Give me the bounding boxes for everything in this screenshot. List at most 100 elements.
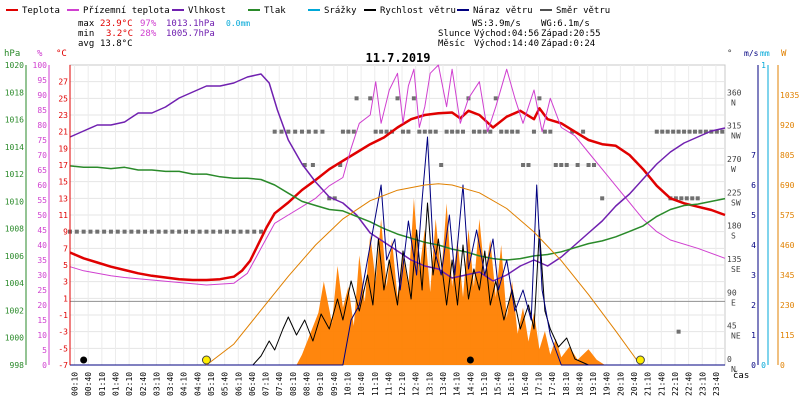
wind-direction-point xyxy=(687,129,692,134)
legend-label: Vlhkost xyxy=(188,6,226,16)
legend-label: Náraz větru xyxy=(473,6,533,16)
x-axis-label: čas xyxy=(733,370,749,381)
wind-direction-point xyxy=(515,129,520,134)
wind-direction-point xyxy=(428,129,433,134)
wind-direction-point xyxy=(477,129,482,134)
dir-tick-compass: E xyxy=(731,298,736,307)
wind-direction-point xyxy=(671,129,676,134)
wind-direction-point xyxy=(695,196,700,201)
stat-max-temp: 23.9°C xyxy=(100,19,133,29)
hum-tick-label: 15 xyxy=(37,316,47,325)
temp-tick-label: 25 xyxy=(58,94,68,103)
hum-tick-label: 60 xyxy=(37,181,47,190)
wind-direction-point xyxy=(471,129,476,134)
x-tick-label: 20:10 xyxy=(616,372,625,396)
x-tick-label: 21:10 xyxy=(644,372,653,396)
press-tick-label: 1010 xyxy=(5,197,24,206)
hum-tick-label: 40 xyxy=(37,241,47,250)
wind-direction-point xyxy=(417,129,422,134)
stat-min-press: 1005.7hPa xyxy=(166,29,215,39)
x-tick-label: 18:10 xyxy=(562,372,571,396)
wind-direction-point xyxy=(313,129,318,134)
hum-tick-label: 100 xyxy=(33,61,48,70)
temp-tick-label: 13 xyxy=(58,194,68,203)
wind-direction-point xyxy=(310,163,315,167)
wind-tick-label: 7 xyxy=(751,151,756,160)
x-tick-label: 19:10 xyxy=(589,372,598,396)
temp-tick-label: 1 xyxy=(63,294,68,303)
wind-direction-point xyxy=(461,129,465,134)
hum-tick-label: 85 xyxy=(37,106,47,115)
dir-tick-label: 315 xyxy=(727,122,742,131)
x-tick-label: 18:40 xyxy=(575,372,584,396)
wind-direction-point xyxy=(510,129,515,134)
dir-tick-compass: W xyxy=(731,165,736,174)
x-tick-label: 00:40 xyxy=(84,372,93,396)
solar-tick-label: 115 xyxy=(780,331,795,340)
wind-direction-point xyxy=(395,96,400,101)
temp-tick-label: 21 xyxy=(58,128,68,137)
wind-direction-point xyxy=(673,196,678,201)
press-tick-label: 1018 xyxy=(5,88,24,97)
series-line xyxy=(69,165,726,261)
wind-tick-label: 3 xyxy=(751,271,756,280)
x-tick-label: 15:40 xyxy=(494,372,503,396)
dir-tick-compass: N xyxy=(731,98,736,107)
legend-label: Přízemní teplota xyxy=(83,6,170,16)
plot-area xyxy=(68,64,726,366)
info-moonset: Západ:0:24 xyxy=(541,39,595,49)
wind-direction-point xyxy=(320,129,325,134)
temp-tick-label: 7 xyxy=(63,244,68,253)
wind-direction-point xyxy=(592,163,596,167)
wind-direction-point xyxy=(379,129,384,134)
wind-direction-point xyxy=(450,129,455,134)
hum-tick-label: 5 xyxy=(42,346,47,355)
wind-direction-point xyxy=(81,229,86,234)
dir-unit: ° xyxy=(727,49,732,59)
dir-tick-label: 90 xyxy=(727,288,737,297)
wind-direction-point xyxy=(488,129,493,134)
dir-tick-label: 0 xyxy=(727,355,732,364)
x-tick-label: 06:10 xyxy=(234,372,243,396)
wind-direction-point xyxy=(720,129,725,134)
x-tick-label: 05:10 xyxy=(207,372,216,396)
dir-tick-label: 135 xyxy=(727,255,742,264)
x-tick-label: 07:40 xyxy=(275,372,284,396)
wind-direction-point xyxy=(692,129,697,134)
x-tick-label: 00:10 xyxy=(71,372,80,396)
wind-direction-point xyxy=(537,96,542,101)
x-tick-label: 16:40 xyxy=(521,372,530,396)
sun-marker xyxy=(201,355,211,365)
dir-tick-compass: S xyxy=(731,232,736,241)
x-tick-label: 10:10 xyxy=(343,372,352,396)
solar-tick-label: 690 xyxy=(780,181,795,190)
x-tick-label: 23:10 xyxy=(698,372,707,396)
wind-direction-point xyxy=(600,196,605,201)
stats-block: max 23.9°C 97% 1013.1hPa 0.0mm min 3.2°C… xyxy=(78,19,250,49)
wind-direction-point xyxy=(482,129,487,134)
wind-tick-label: 5 xyxy=(751,211,756,220)
wind-direction-point xyxy=(548,129,553,134)
wind-direction-point xyxy=(95,229,100,234)
x-tick-label: 01:10 xyxy=(98,372,107,396)
wind-direction-point xyxy=(231,229,236,234)
info-sunrise: Východ:04:56 xyxy=(474,29,539,39)
solar-tick-label: 230 xyxy=(780,301,795,310)
wind-direction-point xyxy=(108,229,113,234)
x-tick-label: 11:10 xyxy=(371,372,380,396)
dir-tick-compass: N xyxy=(731,365,736,374)
wind-tick-label: 0 xyxy=(751,361,756,370)
x-tick-label: 02:10 xyxy=(125,372,134,396)
temp-tick-label: 15 xyxy=(58,178,68,187)
wind-direction-point xyxy=(455,129,460,134)
wind-direction-point xyxy=(504,129,509,134)
wind-direction-point xyxy=(211,229,216,234)
press-tick-label: 1020 xyxy=(5,61,24,70)
wind-direction-point xyxy=(354,96,359,101)
press-tick-label: 1012 xyxy=(5,170,24,179)
wind-direction-point xyxy=(204,229,209,234)
wind-direction-point xyxy=(272,129,277,134)
series-line xyxy=(70,136,725,366)
wind-direction-point xyxy=(351,129,356,134)
info-wg: WG:6.1m/s xyxy=(541,19,590,29)
